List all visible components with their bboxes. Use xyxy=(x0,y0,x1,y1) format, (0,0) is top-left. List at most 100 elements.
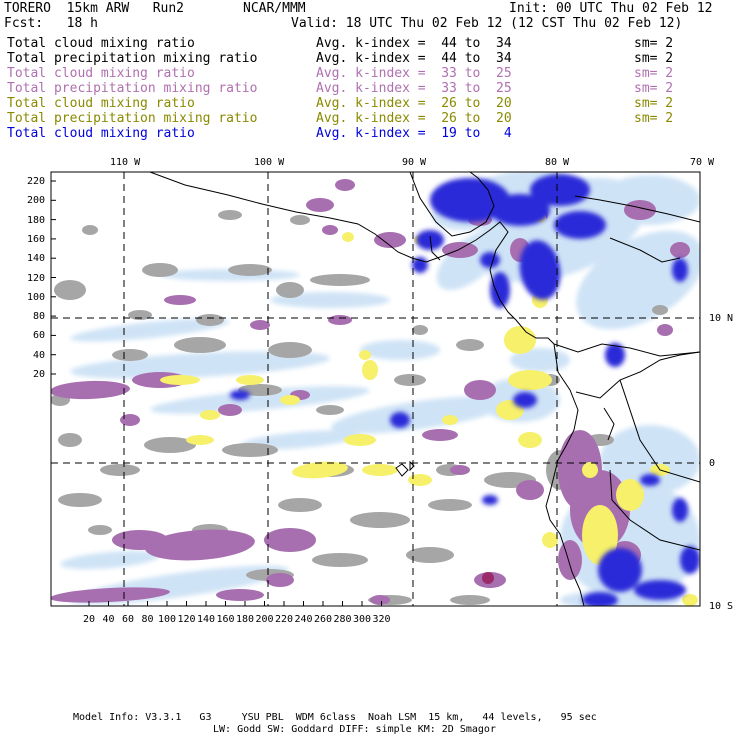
light-blue-cloud xyxy=(600,425,700,495)
blue-cloud xyxy=(519,240,561,300)
blue-cloud xyxy=(672,258,688,282)
legend-smoothing: sm= 2 xyxy=(634,36,674,51)
x-index-label: 20 xyxy=(83,614,96,625)
blue-cloud xyxy=(672,498,688,522)
purple-cloud xyxy=(335,179,355,191)
gray-cloud xyxy=(652,305,668,315)
yellow-cloud xyxy=(682,594,698,606)
purple-cloud xyxy=(558,540,582,580)
purple-cloud xyxy=(120,414,140,426)
purple-cloud xyxy=(328,315,352,325)
light-blue-cloud xyxy=(70,318,230,342)
y-index-label: 120 xyxy=(27,272,46,284)
intense-cell xyxy=(482,572,494,584)
gray-cloud xyxy=(174,337,226,353)
light-blue-cloud xyxy=(60,550,160,570)
yellow-cloud xyxy=(236,375,264,385)
purple-cloud xyxy=(422,429,458,441)
blue-cloud xyxy=(554,211,606,239)
gray-cloud xyxy=(112,349,148,361)
axis-tickmarks xyxy=(51,180,382,606)
lon-label: 90 W xyxy=(402,157,427,168)
forecast-hour: Fcst: 18 h xyxy=(4,16,98,31)
x-index-label: 200 xyxy=(255,614,274,625)
yellow-cloud xyxy=(292,461,348,479)
y-index-label: 40 xyxy=(33,349,46,361)
gray-cloud xyxy=(196,314,224,326)
blue-cloud xyxy=(582,592,618,606)
field-shading xyxy=(51,172,700,606)
lat-label: 0 xyxy=(709,458,716,469)
blue-cloud xyxy=(598,548,642,592)
blue-cloud xyxy=(390,412,410,428)
purple-cloud xyxy=(216,589,264,601)
light-blue-cloud xyxy=(270,292,390,308)
model-title: TORERO 15km ARW Run2 xyxy=(4,1,185,16)
y-index-label: 100 xyxy=(27,291,46,303)
purple-cloud xyxy=(322,225,338,235)
purple-cloud xyxy=(657,324,673,336)
gray-cloud xyxy=(268,342,312,358)
purple-cloud xyxy=(250,320,270,330)
yellow-cloud xyxy=(342,232,354,242)
y-index-label: 160 xyxy=(27,233,46,245)
light-blue-cloud xyxy=(360,340,440,360)
gray-cloud xyxy=(128,310,152,320)
x-index-label: 140 xyxy=(197,614,216,625)
gray-cloud xyxy=(82,225,98,235)
light-blue-cloud xyxy=(436,230,504,290)
x-index-label: 220 xyxy=(275,614,294,625)
blue-cloud xyxy=(430,178,510,222)
gray-cloud xyxy=(412,325,428,335)
blue-cloud xyxy=(634,580,686,600)
purple-cloud xyxy=(464,380,496,400)
legend-field-name: Total cloud mixing ratio xyxy=(7,96,195,111)
yellow-cloud xyxy=(504,326,536,354)
blue-cloud xyxy=(530,174,590,206)
x-index-label: 240 xyxy=(294,614,313,625)
y-index-label: 140 xyxy=(27,253,46,265)
yellow-cloud xyxy=(359,350,371,360)
yellow-cloud xyxy=(508,370,552,390)
purple-cloud xyxy=(164,295,196,305)
legend-field-name: Total precipitation mixing ratio xyxy=(7,81,258,96)
y-index-label: 20 xyxy=(33,369,46,380)
purple-cloud xyxy=(670,242,690,258)
legend-field-name: Total cloud mixing ratio xyxy=(7,36,195,51)
legend-smoothing: sm= 2 xyxy=(634,51,674,66)
gray-cloud xyxy=(100,464,140,476)
blue-cloud xyxy=(513,392,537,408)
organization-label: NCAR/MMM xyxy=(243,1,306,16)
yellow-cloud xyxy=(200,410,220,420)
light-blue-cloud xyxy=(330,396,510,434)
legend-k-index: Avg. k-index = 33 to 25 xyxy=(316,66,512,81)
yellow-cloud xyxy=(542,532,558,548)
gray-cloud xyxy=(428,499,472,511)
x-index-label: 260 xyxy=(314,614,333,625)
blue-cloud xyxy=(490,194,550,226)
gray-cloud xyxy=(406,547,454,563)
purple-cloud xyxy=(218,404,242,416)
gray-cloud xyxy=(456,339,484,351)
yellow-cloud xyxy=(160,375,200,385)
lat-label: 10 N xyxy=(709,313,734,324)
lon-label: 100 W xyxy=(254,157,285,168)
purple-cloud xyxy=(266,573,294,587)
purple-cloud xyxy=(370,595,390,605)
y-index-label: 200 xyxy=(27,195,46,207)
x-index-label: 280 xyxy=(333,614,352,625)
legend-k-index: Avg. k-index = 19 to 4 xyxy=(316,126,512,141)
blue-cloud xyxy=(605,343,625,367)
purple-cloud xyxy=(51,587,170,603)
plot-frame xyxy=(50,171,701,607)
gray-cloud xyxy=(228,264,272,276)
light-blue-cloud xyxy=(240,430,360,450)
light-blue-cloud xyxy=(150,386,370,414)
legend-smoothing: sm= 2 xyxy=(634,66,674,81)
purple-cloud xyxy=(442,242,478,258)
x-index-label: 100 xyxy=(158,614,177,625)
legend-k-index: Avg. k-index = 44 to 34 xyxy=(316,51,512,66)
legend-smoothing: sm= 2 xyxy=(634,81,674,96)
gray-cloud xyxy=(278,498,322,512)
